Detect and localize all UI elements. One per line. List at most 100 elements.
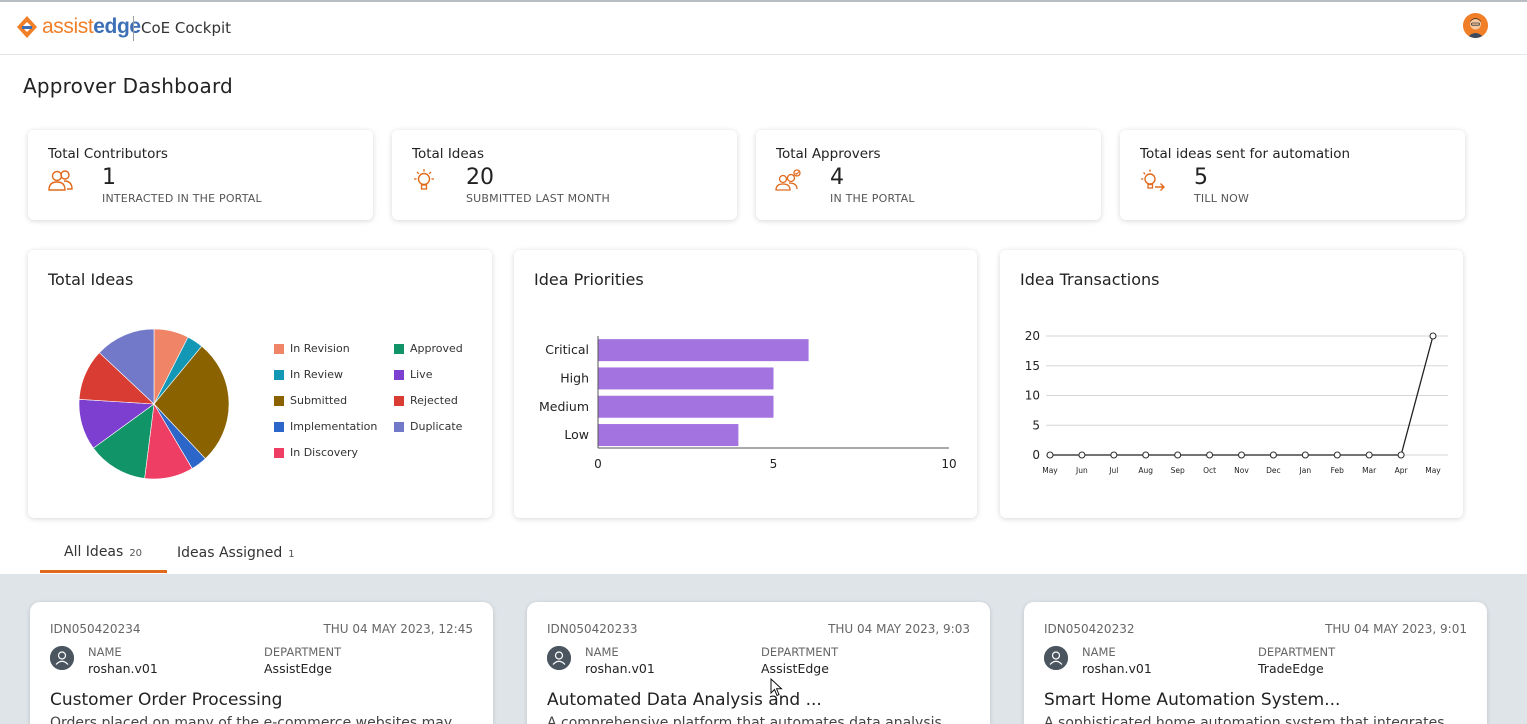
user-avatar-icon bbox=[547, 646, 571, 670]
name-value: roshan.v01 bbox=[1082, 661, 1152, 676]
x-tick-label: Dec bbox=[1266, 466, 1281, 475]
bar-low[interactable] bbox=[598, 424, 739, 447]
bar-critical[interactable] bbox=[598, 339, 809, 362]
idea-id: IDN050420232 bbox=[1044, 622, 1135, 636]
panel-title: Idea Priorities bbox=[534, 270, 644, 289]
tab-all-ideas[interactable]: All Ideas 20 bbox=[64, 544, 142, 560]
stat-title: Total Contributors bbox=[48, 146, 168, 162]
x-tick-label: Sep bbox=[1171, 466, 1185, 475]
name-value: roshan.v01 bbox=[585, 661, 655, 676]
legend-item[interactable]: Live bbox=[394, 368, 432, 381]
idea-card[interactable]: IDN050420234 THU 04 MAY 2023, 12:45 NAME… bbox=[30, 602, 493, 724]
line-point[interactable] bbox=[1397, 451, 1405, 459]
legend-label: Live bbox=[410, 368, 433, 381]
legend-item[interactable]: Approved bbox=[394, 342, 463, 355]
user-avatar-icon bbox=[1044, 646, 1068, 670]
legend-item[interactable]: In Discovery bbox=[274, 446, 358, 459]
panel-title: Total Ideas bbox=[48, 270, 134, 289]
line-point[interactable] bbox=[1110, 451, 1118, 459]
tab-label: All Ideas bbox=[64, 544, 124, 560]
stat-title: Total ideas sent for automation bbox=[1140, 146, 1351, 162]
line-point[interactable] bbox=[1269, 451, 1277, 459]
x-tick-label: Jan bbox=[1299, 466, 1312, 475]
legend-label: In Review bbox=[290, 368, 343, 381]
tab-label: Ideas Assigned bbox=[177, 545, 283, 561]
legend-item[interactable]: Submitted bbox=[274, 394, 347, 407]
line-point[interactable] bbox=[1206, 451, 1214, 459]
assistedge-logo[interactable]: assistedge bbox=[16, 14, 141, 40]
x-tick-label: Nov bbox=[1234, 466, 1249, 475]
bar-category-label: Critical bbox=[545, 342, 589, 357]
line-point[interactable] bbox=[1429, 332, 1437, 340]
legend-swatch bbox=[394, 421, 404, 432]
x-tick-label: 0 bbox=[594, 457, 602, 471]
legend-item[interactable]: Rejected bbox=[394, 394, 458, 407]
tab-ideas-assigned[interactable]: Ideas Assigned 1 bbox=[177, 545, 295, 561]
line-point[interactable] bbox=[1333, 451, 1341, 459]
user-avatar[interactable] bbox=[1463, 13, 1488, 38]
legend-label: Implementation bbox=[290, 420, 378, 433]
page-title: Approver Dashboard bbox=[23, 74, 233, 98]
automation-bulb-icon bbox=[1141, 169, 1165, 191]
pie-slice-duplicate[interactable] bbox=[98, 328, 155, 405]
line-point[interactable] bbox=[1237, 451, 1246, 459]
department-label: DEPARTMENT bbox=[264, 645, 342, 659]
department-value: AssistEdge bbox=[264, 661, 332, 676]
line-point[interactable] bbox=[1078, 451, 1086, 459]
name-value: roshan.v01 bbox=[88, 661, 158, 676]
stat-subtitle: TILL NOW bbox=[1194, 192, 1250, 205]
pie-slice-approved[interactable] bbox=[92, 403, 155, 479]
idea-card[interactable]: IDN050420233 THU 04 MAY 2023, 9:03 NAME … bbox=[527, 602, 990, 724]
legend-item[interactable]: Implementation bbox=[274, 420, 377, 433]
logo-mark-icon bbox=[17, 16, 37, 38]
idea-description: A sophisticated home automation system t… bbox=[1044, 715, 1445, 724]
legend-swatch bbox=[394, 343, 404, 354]
mouse-cursor-icon bbox=[770, 678, 783, 697]
y-tick-label: 0 bbox=[1032, 448, 1040, 462]
name-label: NAME bbox=[88, 645, 122, 659]
legend-item[interactable]: Duplicate bbox=[394, 420, 462, 433]
line-point[interactable] bbox=[1142, 451, 1150, 459]
name-label: NAME bbox=[585, 645, 619, 659]
bar-medium[interactable] bbox=[598, 395, 774, 418]
stat-value: 4 bbox=[830, 165, 844, 190]
idea-date: THU 04 MAY 2023, 12:45 bbox=[323, 622, 473, 636]
bar-category-label: Medium bbox=[539, 399, 589, 414]
panel-idea-transactions: Idea Transactions 0 5 10 15 20 May Jun Jul Aug Se… bbox=[1000, 250, 1463, 518]
stat-card-approvers: Total Approvers 4 IN THE PORTAL bbox=[756, 130, 1101, 220]
idea-date: THU 04 MAY 2023, 9:03 bbox=[828, 622, 970, 636]
line-point[interactable] bbox=[1301, 451, 1309, 459]
legend-swatch bbox=[274, 395, 284, 406]
line-point[interactable] bbox=[1046, 451, 1054, 459]
legend-label: Submitted bbox=[290, 394, 348, 407]
x-tick-label: May bbox=[1042, 466, 1058, 475]
active-tab-indicator bbox=[40, 570, 167, 573]
bar-chart: Critical High Medium Low 0 5 10 bbox=[539, 336, 957, 471]
panel-title: Idea Transactions bbox=[1020, 270, 1160, 289]
bar-category-label: Low bbox=[564, 427, 589, 442]
x-tick-label: Aug bbox=[1138, 466, 1153, 475]
x-tick-label: Apr bbox=[1395, 466, 1409, 475]
idea-id: IDN050420234 bbox=[50, 622, 141, 636]
pie-chart bbox=[78, 328, 230, 480]
x-tick-label: 10 bbox=[941, 457, 956, 471]
y-tick-label: 20 bbox=[1025, 329, 1040, 343]
idea-id: IDN050420233 bbox=[547, 622, 638, 636]
legend-item[interactable]: In Revision bbox=[274, 342, 350, 355]
idea-title: Smart Home Automation System... bbox=[1044, 690, 1341, 710]
legend-swatch bbox=[274, 421, 284, 432]
idea-description: Orders placed on many of the e-commerce … bbox=[50, 715, 453, 724]
legend-swatch bbox=[394, 369, 404, 380]
idea-card[interactable]: IDN050420232 THU 04 MAY 2023, 9:01 NAME … bbox=[1024, 602, 1487, 724]
legend-item[interactable]: In Review bbox=[274, 368, 343, 381]
line-point[interactable] bbox=[1365, 451, 1373, 459]
bar-high[interactable] bbox=[598, 367, 774, 390]
approvers-icon bbox=[775, 169, 801, 191]
stat-card-ideas: Total Ideas 20 SUBMITTED LAST MONTH bbox=[392, 130, 737, 220]
pie-slice-submitted[interactable] bbox=[153, 345, 230, 460]
department-label: DEPARTMENT bbox=[1258, 645, 1336, 659]
line-point[interactable] bbox=[1174, 451, 1182, 459]
x-tick-label: Jul bbox=[1108, 466, 1118, 475]
logo-wordmark: assistedge bbox=[42, 15, 141, 38]
idea-date: THU 04 MAY 2023, 9:01 bbox=[1325, 622, 1467, 636]
